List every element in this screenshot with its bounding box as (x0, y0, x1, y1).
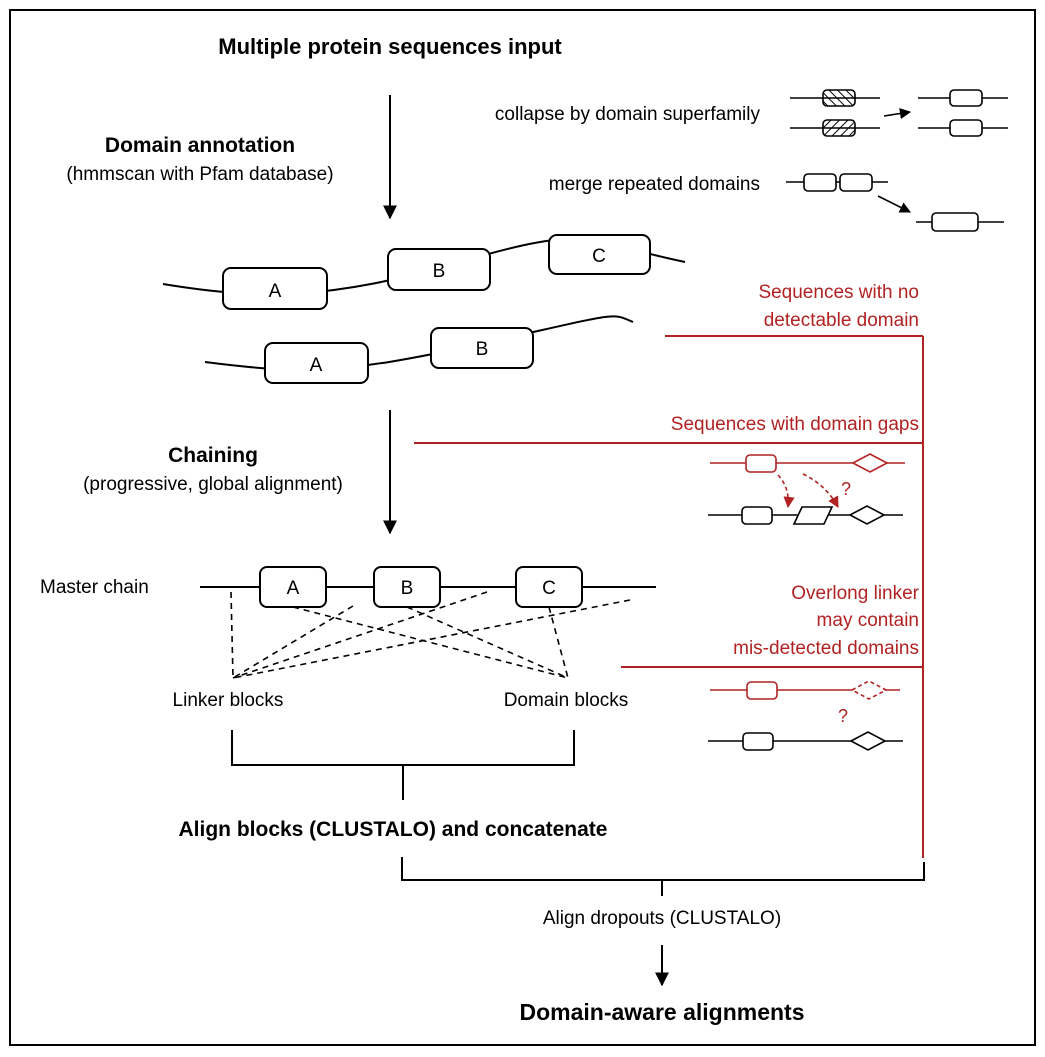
merge-bracket (401, 857, 925, 896)
blocks-bracket (231, 730, 575, 800)
svg-text:C: C (542, 578, 556, 599)
overlong-label-line2: may contain (817, 610, 919, 631)
chaining-subtitle: (progressive, global alignment) (83, 474, 343, 495)
no-domain-label-line2: detectable domain (764, 310, 919, 331)
svg-text:A: A (310, 355, 323, 376)
domain-box: C (515, 566, 583, 608)
question-mark: ? (841, 479, 851, 499)
domain-blocks-label: Domain blocks (504, 690, 629, 711)
output-label: Domain-aware alignments (519, 999, 804, 1025)
merge-label: merge repeated domains (549, 174, 760, 195)
merge-illustration (786, 173, 1004, 232)
collapse-illustration (790, 89, 1008, 137)
master-chain: A B C (200, 566, 656, 608)
domain-gaps-label: Sequences with domain gaps (671, 414, 919, 435)
no-domain-label-line1: Sequences with no (758, 282, 919, 303)
overlong-label-line3: mis-detected domains (733, 638, 919, 659)
svg-text:B: B (476, 339, 489, 360)
domain-box: C (548, 234, 651, 275)
chaining-title: Chaining (168, 444, 258, 467)
svg-text:C: C (592, 246, 606, 267)
align-blocks-label: Align blocks (CLUSTALO) and concatenate (179, 818, 608, 841)
sequence-2: A B (204, 315, 634, 384)
domain-box: A (259, 566, 327, 608)
domain-box: B (387, 248, 491, 291)
linker-blocks-label: Linker blocks (173, 690, 284, 711)
domain-box: B (430, 327, 534, 369)
overlong-illustration: ? (708, 680, 903, 751)
block-connectors (230, 591, 631, 679)
domain-box: A (264, 342, 369, 384)
annotation-subtitle: (hmmscan with Pfam database) (66, 164, 333, 185)
svg-text:B: B (401, 578, 414, 599)
overlong-label-line1: Overlong linker (791, 583, 919, 604)
question-mark: ? (838, 706, 848, 726)
domain-box: B (373, 566, 441, 608)
master-chain-label: Master chain (40, 577, 149, 598)
svg-text:A: A (269, 281, 282, 302)
domain-gaps-illustration: ? (708, 453, 905, 525)
svg-text:B: B (433, 261, 446, 282)
domain-box: A (222, 267, 328, 310)
annotation-title: Domain annotation (105, 134, 295, 157)
diagram-title: Multiple protein sequences input (218, 34, 562, 59)
svg-text:A: A (287, 578, 300, 599)
dropout-branch: Sequences with no detectable domain Sequ… (414, 282, 924, 858)
align-dropouts-label: Align dropouts (CLUSTALO) (543, 908, 781, 929)
sequence-1: A B C (162, 234, 686, 310)
collapse-label: collapse by domain superfamily (495, 104, 761, 125)
